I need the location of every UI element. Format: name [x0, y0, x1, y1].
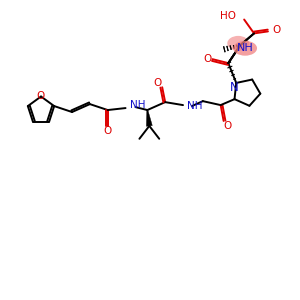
Ellipse shape [227, 36, 249, 51]
Polygon shape [146, 110, 152, 126]
Text: O: O [153, 78, 161, 88]
Text: NH: NH [130, 100, 146, 110]
Text: N: N [230, 81, 239, 94]
Text: O: O [103, 126, 112, 136]
Ellipse shape [233, 41, 257, 56]
Text: NH: NH [237, 43, 254, 53]
Text: O: O [272, 26, 280, 35]
Text: O: O [203, 54, 211, 64]
Text: O: O [224, 121, 232, 131]
Text: O: O [36, 91, 44, 100]
Text: HO: HO [220, 11, 236, 21]
Text: NH: NH [187, 101, 203, 111]
